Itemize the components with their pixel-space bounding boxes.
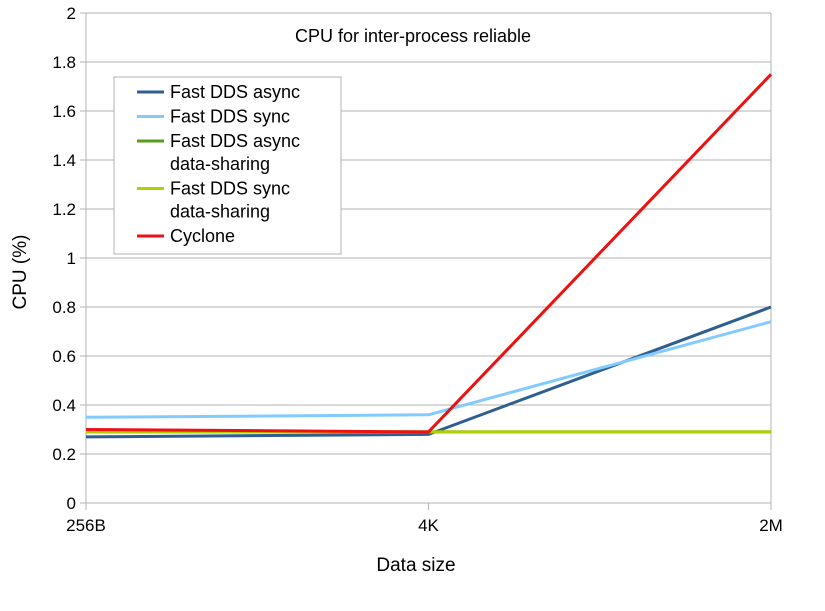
series-line-5 — [85, 73, 773, 434]
y-tick-label: 0.8 — [52, 298, 76, 317]
y-tick-label: 0 — [67, 494, 76, 513]
y-tick-label: 1.2 — [52, 200, 76, 219]
series-line-1 — [85, 305, 772, 439]
y-axis-title: CPU (%) — [10, 235, 31, 310]
grid-layer — [85, 12, 772, 504]
legend-box — [113, 76, 342, 255]
x-tick-label: 2M — [759, 516, 783, 535]
y-tick-label: 1 — [67, 249, 76, 268]
legend-label-5: Cyclone — [170, 226, 235, 246]
y-tick-label: 1.4 — [52, 151, 76, 170]
legend-label-2: Fast DDS sync — [170, 107, 290, 127]
x-tick-label: 256B — [66, 516, 106, 535]
series-layer — [85, 73, 773, 439]
chart-title: CPU for inter-process reliable — [295, 26, 531, 46]
legend-label-1: Fast DDS async — [170, 82, 300, 102]
y-tick-label: 1.6 — [52, 102, 76, 121]
legend-label-4: Fast DDS sync data-sharing — [170, 179, 290, 222]
y-tick-label: 0.4 — [52, 396, 76, 415]
series-line-2 — [85, 320, 772, 419]
x-tick-label: 4K — [418, 516, 439, 535]
axis-layer: 0 0.2 0.4 0.6 0.8 1 1.2 1.4 1.6 1.8 2 256B 4K 2M — [52, 4, 782, 535]
y-tick-label: 1.8 — [52, 53, 76, 72]
y-tick-label: 2 — [67, 4, 76, 23]
legend: Fast DDS async Fast DDS sync Fast DDS asyn… — [113, 76, 342, 255]
legend-label-3: Fast DDS async data-sharing — [170, 131, 300, 174]
y-tick-label: 0.6 — [52, 347, 76, 366]
y-tick-label: 0.2 — [52, 445, 76, 464]
x-axis-title: Data size — [376, 555, 455, 576]
